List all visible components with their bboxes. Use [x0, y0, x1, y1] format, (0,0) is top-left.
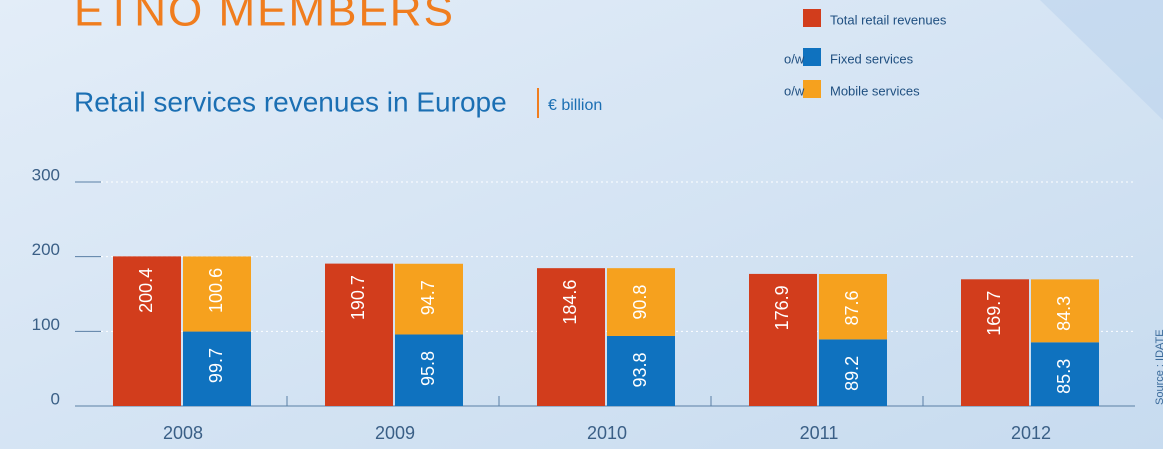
legend-swatch	[803, 9, 821, 27]
y-tick-label: 0	[51, 389, 60, 408]
bar	[749, 273, 817, 406]
chart-title: ETNO MEMBERS	[74, 0, 455, 36]
bar	[607, 268, 675, 336]
chart-subtitle: Retail services revenues in Europe	[74, 86, 507, 117]
value-label: 94.7	[418, 280, 438, 315]
legend-label: Mobile services	[830, 83, 920, 98]
y-tick-label: 200	[32, 240, 60, 259]
value-label: 89.2	[842, 356, 862, 391]
x-tick-label: 2011	[800, 423, 839, 443]
legend-swatch	[803, 80, 821, 98]
bar	[1031, 342, 1099, 406]
bar	[113, 256, 181, 406]
bar	[537, 268, 605, 406]
x-tick-label: 2012	[1011, 423, 1051, 443]
value-label: 87.6	[842, 290, 862, 325]
bar	[325, 263, 393, 406]
bar	[183, 331, 251, 406]
legend-label: Total retail revenues	[830, 12, 947, 27]
x-tick-label: 2008	[163, 423, 203, 443]
value-label: 90.8	[630, 285, 650, 320]
x-tick-label: 2010	[587, 423, 627, 443]
value-label: 169.7	[984, 291, 1004, 336]
value-label: 184.6	[560, 280, 580, 325]
bar	[183, 256, 251, 332]
value-label: 99.7	[206, 348, 226, 383]
value-label: 95.8	[418, 351, 438, 386]
value-label: 84.3	[1054, 296, 1074, 331]
bar	[961, 279, 1029, 406]
value-label: 190.7	[348, 275, 368, 320]
bar	[607, 335, 675, 406]
y-tick-label: 100	[32, 315, 60, 334]
bar	[819, 273, 887, 340]
bar	[395, 334, 463, 406]
legend-label: Fixed services	[830, 51, 914, 66]
value-label: 200.4	[136, 268, 156, 313]
source: Source : IDATE	[1154, 329, 1163, 405]
legend-swatch	[803, 48, 821, 66]
bar	[395, 263, 463, 335]
value-label: 85.3	[1054, 359, 1074, 394]
bar	[819, 339, 887, 406]
legend-prefix: o/w	[784, 83, 805, 98]
legend-prefix: o/w	[784, 51, 805, 66]
decoration	[1040, 0, 1163, 120]
value-label: 176.9	[772, 285, 792, 330]
value-label: 93.8	[630, 352, 650, 387]
unit-label: € billion	[548, 97, 602, 114]
value-label: 100.6	[206, 268, 226, 313]
bar	[1031, 279, 1099, 343]
x-tick-label: 2009	[375, 423, 415, 443]
y-tick-label: 300	[32, 165, 60, 184]
